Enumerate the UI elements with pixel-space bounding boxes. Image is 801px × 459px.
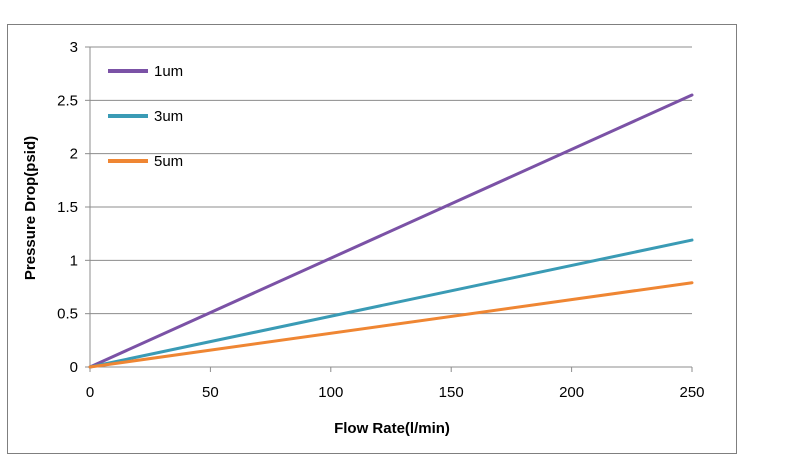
series-line-5um: [88, 281, 694, 369]
legend-label-3um: 3um: [154, 108, 183, 125]
y-tick-label-5: 2.5: [57, 92, 78, 109]
tick-labels: 0 0.5 1 1.5 2 2.5 3 0 50 100 150 200 250: [57, 39, 704, 401]
y-tick-label-2: 1: [70, 252, 78, 269]
y-tick-label-6: 3: [70, 39, 78, 56]
x-tick-label-5: 250: [679, 384, 704, 401]
y-tick-label-3: 1.5: [57, 199, 78, 216]
y-tick-label-4: 2: [70, 146, 78, 163]
x-tick-label-3: 150: [439, 384, 464, 401]
gridlines: [90, 46, 692, 315]
axes: [85, 46, 693, 372]
x-tick-label-1: 50: [202, 384, 219, 401]
series-line-3um: [88, 238, 694, 369]
legend: 1um 3um 5um: [108, 63, 183, 170]
y-tick-label-1: 0.5: [57, 306, 78, 323]
x-tick-label-2: 100: [318, 384, 343, 401]
x-tick-label-0: 0: [86, 384, 94, 401]
legend-label-5um: 5um: [154, 153, 183, 170]
y-axis-title: Pressure Drop(psid): [22, 136, 39, 280]
series-line-1um: [88, 93, 694, 369]
x-axis-title: Flow Rate(l/min): [334, 420, 450, 437]
series-lines: [88, 93, 694, 369]
y-tick-label-0: 0: [70, 359, 78, 376]
legend-label-1um: 1um: [154, 63, 183, 80]
x-tick-label-4: 200: [559, 384, 584, 401]
